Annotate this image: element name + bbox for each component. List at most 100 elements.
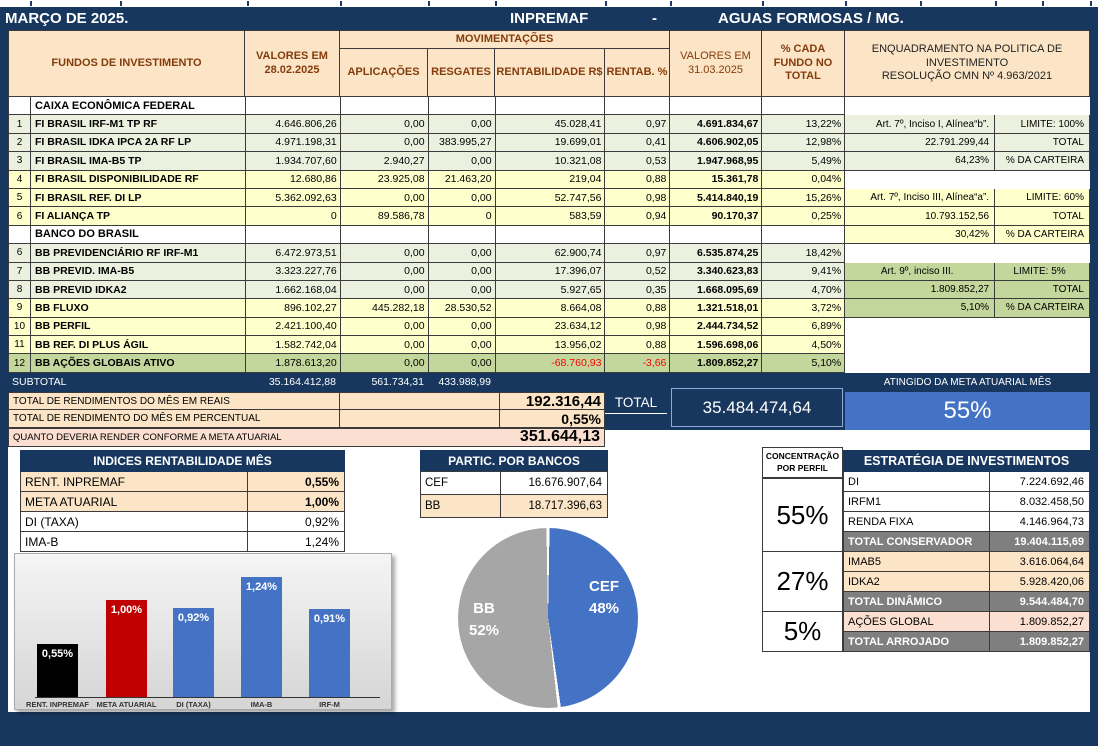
valores-prev-cell[interactable]: 896.102,27 — [245, 299, 341, 318]
rendimentos-reais-row[interactable]: TOTAL DE RENDIMENTOS DO MÊS EM REAIS 192… — [8, 392, 605, 410]
row-number-cell[interactable] — [9, 97, 31, 116]
aplicacoes-cell[interactable]: 2.940,27 — [340, 152, 429, 171]
row-number-cell[interactable]: 6 — [9, 207, 31, 226]
header-resgates[interactable]: RESGATES — [427, 48, 495, 97]
table-row[interactable]: 5 FI BRASIL REF. DI LP 5.362.092,63 0,00 0,0… — [9, 188, 1090, 208]
valores-atual-cell[interactable]: 1.321.518,01 — [670, 299, 763, 318]
row-number-cell[interactable]: 3 — [9, 152, 31, 171]
resgates-cell[interactable] — [428, 225, 496, 245]
valores-atual-cell[interactable]: 6.535.874,25 — [670, 244, 763, 263]
estrategia-row[interactable]: TOTAL CONSERVADOR 19.404.115,69 — [844, 532, 1090, 552]
rentabilidade-cell[interactable]: 13.956,02 — [495, 336, 606, 355]
valores-prev-cell[interactable] — [245, 225, 341, 245]
row-number-cell[interactable]: 5 — [9, 188, 31, 208]
valores-prev-cell[interactable]: 3.323.227,76 — [245, 262, 341, 281]
header-rentabilidade[interactable]: RENTABILIDADE R$ — [494, 48, 605, 97]
resgates-cell[interactable]: 0,00 — [428, 280, 496, 300]
aplicacoes-cell[interactable]: 89.586,78 — [340, 207, 429, 226]
valores-prev-cell[interactable]: 1.582.742,04 — [245, 336, 341, 355]
table-row[interactable]: CAIXA ECONÔMICA FEDERAL — [9, 97, 1090, 116]
indices-title[interactable]: INDICES RENTABILIDADE MÊS — [20, 450, 345, 472]
perfil-value-cell[interactable]: 5% — [762, 612, 843, 652]
row-number-cell[interactable]: 12 — [9, 354, 31, 373]
resgates-cell[interactable]: 0,00 — [428, 188, 496, 208]
resgates-cell[interactable]: 0,00 — [428, 115, 496, 134]
estrategia-row[interactable]: IRFM1 8.032.458,50 — [844, 492, 1090, 512]
rentab-pct-cell[interactable]: 0,41 — [605, 133, 671, 153]
partic-row[interactable]: BB 18.717.396,63 — [421, 495, 608, 518]
enquadramento-label-cell[interactable] — [995, 317, 1090, 337]
aplicacoes-cell[interactable]: 0,00 — [340, 336, 429, 355]
pct-total-cell[interactable]: 15,26% — [762, 188, 846, 208]
estrategia-row[interactable]: TOTAL DINÂMICO 9.544.484,70 — [844, 592, 1090, 612]
pct-total-cell[interactable] — [762, 97, 846, 116]
rentab-pct-cell[interactable] — [605, 225, 671, 245]
valores-prev-cell[interactable]: 4.646.806,26 — [245, 115, 341, 134]
row-number-cell[interactable]: 8 — [9, 280, 31, 300]
valores-atual-cell[interactable]: 5.414.840,19 — [670, 188, 763, 208]
header-rentab-pct[interactable]: RENTAB. % — [604, 48, 670, 97]
valores-atual-cell[interactable]: 4.691.834,67 — [670, 115, 763, 134]
table-row[interactable]: 9 BB FLUXO 896.102,27 445.282,18 28.530,52 8.… — [9, 299, 1090, 318]
fund-name-cell[interactable]: BANCO DO BRASIL — [30, 225, 246, 245]
fund-name-cell[interactable]: FI BRASIL IMA-B5 TP — [30, 152, 246, 171]
pct-total-cell[interactable]: 3,72% — [762, 299, 846, 318]
valores-prev-cell[interactable]: 1.878.613,20 — [245, 354, 341, 373]
enquadramento-label-cell[interactable]: LIMITE: 5% — [995, 262, 1090, 281]
valores-prev-cell[interactable]: 1.662.168,04 — [245, 280, 341, 300]
header-aplicacoes[interactable]: APLICAÇÕES — [339, 48, 428, 97]
enquadramento-value-cell[interactable] — [845, 354, 996, 373]
table-row[interactable]: 1 FI BRASIL IRF-M1 TP RF 4.646.806,26 0,00 0… — [9, 115, 1090, 134]
pct-total-cell[interactable]: 4,50% — [762, 336, 846, 355]
valores-atual-cell[interactable]: 4.606.902,05 — [670, 133, 763, 153]
indices-row[interactable]: META ATUARIAL 1,00% — [21, 492, 345, 512]
aplicacoes-cell[interactable]: 0,00 — [340, 244, 429, 263]
rentab-pct-cell[interactable]: 0,97 — [605, 115, 671, 134]
rentabilidade-cell[interactable]: 219,04 — [495, 170, 606, 189]
enquadramento-value-cell[interactable]: 10.793.152,56 — [845, 207, 996, 226]
enquadramento-label-cell[interactable]: % DA CARTEIRA — [995, 225, 1090, 245]
enquadramento-label-cell[interactable]: % DA CARTEIRA — [995, 152, 1090, 171]
enquadramento-label-cell[interactable] — [995, 354, 1090, 373]
partic-row[interactable]: CEF 16.676.907,64 — [421, 472, 608, 495]
resgates-cell[interactable]: 0,00 — [428, 336, 496, 355]
rentabilidade-bar-chart[interactable]: 0,55% RENT. INPREMAF 1,00% META ATUARIAL 0,9… — [14, 553, 392, 710]
enquadramento-label-cell[interactable]: % DA CARTEIRA — [995, 299, 1090, 318]
perfil-value-cell[interactable]: 55% — [762, 478, 843, 552]
enquadramento-value-cell[interactable]: 5,10% — [845, 299, 996, 318]
pct-total-cell[interactable]: 5,49% — [762, 152, 846, 171]
enquadramento-value-cell[interactable] — [845, 244, 996, 263]
pct-total-cell[interactable]: 0,04% — [762, 170, 846, 189]
estrategia-row[interactable]: IMAB5 3.616.064,64 — [844, 552, 1090, 572]
row-number-cell[interactable]: 9 — [9, 299, 31, 318]
estrategia-row[interactable]: AÇÕES GLOBAL 1.809.852,27 — [844, 612, 1090, 632]
valores-atual-cell[interactable] — [670, 97, 763, 116]
rentab-pct-cell[interactable]: 0,94 — [605, 207, 671, 226]
estrategia-row[interactable]: DI 7.224.692,46 — [844, 472, 1090, 492]
valores-atual-cell[interactable]: 3.340.623,83 — [670, 262, 763, 281]
fund-name-cell[interactable]: FI BRASIL IDKA IPCA 2A RF LP — [30, 133, 246, 153]
row-number-cell[interactable] — [9, 225, 31, 245]
valores-prev-cell[interactable]: 2.421.100,40 — [245, 317, 341, 337]
resgates-cell[interactable]: 0,00 — [428, 262, 496, 281]
enquadramento-value-cell[interactable]: Art. 7º, Inciso III, Alínea“a”. — [845, 188, 996, 208]
pct-total-cell[interactable] — [762, 225, 846, 245]
enquadramento-value-cell[interactable]: 30,42% — [845, 225, 996, 245]
atingido-meta-value[interactable]: 55% — [845, 392, 1090, 430]
rentab-pct-cell[interactable]: 0,88 — [605, 336, 671, 355]
enquadramento-value-cell[interactable]: 64,23% — [845, 152, 996, 171]
enquadramento-label-cell[interactable] — [995, 336, 1090, 355]
valores-prev-cell[interactable] — [245, 97, 341, 116]
pct-total-cell[interactable]: 18,42% — [762, 244, 846, 263]
pct-total-cell[interactable]: 0,25% — [762, 207, 846, 226]
valores-prev-cell[interactable]: 1.934.707,60 — [245, 152, 341, 171]
table-row[interactable]: 12 BB AÇÕES GLOBAIS ATIVO 1.878.613,20 0,00… — [9, 354, 1090, 373]
header-fundos[interactable]: FUNDOS DE INVESTIMENTO — [8, 30, 245, 97]
perfil-header[interactable]: CONCENTRAÇÃO POR PERFIL — [762, 447, 843, 478]
rentabilidade-cell[interactable]: 45.028,41 — [495, 115, 606, 134]
indices-row[interactable]: RENT. INPREMAF 0,55% — [21, 472, 345, 492]
header-valores-atual[interactable]: VALORES EM 31.03.2025 — [669, 30, 762, 97]
fund-name-cell[interactable]: FI BRASIL REF. DI LP — [30, 188, 246, 208]
enquadramento-value-cell[interactable] — [845, 97, 996, 116]
aplicacoes-cell[interactable]: 0,00 — [340, 115, 429, 134]
